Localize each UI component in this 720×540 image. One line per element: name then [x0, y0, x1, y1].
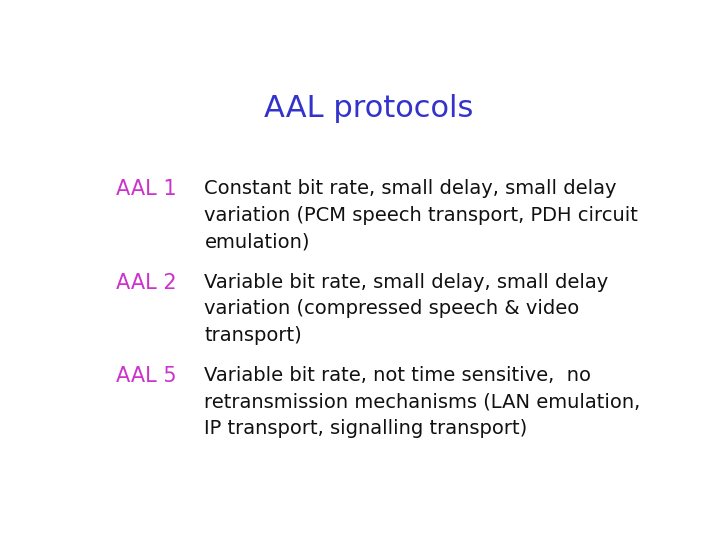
- Text: AAL 2: AAL 2: [116, 273, 176, 293]
- Text: Constant bit rate, small delay, small delay
variation (PCM speech transport, PDH: Constant bit rate, small delay, small de…: [204, 179, 638, 251]
- Text: Variable bit rate, small delay, small delay
variation (compressed speech & video: Variable bit rate, small delay, small de…: [204, 273, 608, 345]
- Text: AAL 1: AAL 1: [116, 179, 176, 199]
- Text: Variable bit rate, not time sensitive,  no
retransmission mechanisms (LAN emulat: Variable bit rate, not time sensitive, n…: [204, 366, 641, 438]
- Text: AAL 5: AAL 5: [116, 366, 176, 386]
- Text: AAL protocols: AAL protocols: [264, 94, 474, 123]
